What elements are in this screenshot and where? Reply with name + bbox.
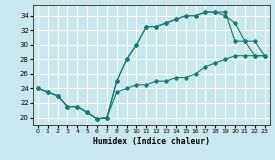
X-axis label: Humidex (Indice chaleur): Humidex (Indice chaleur)	[93, 137, 210, 146]
